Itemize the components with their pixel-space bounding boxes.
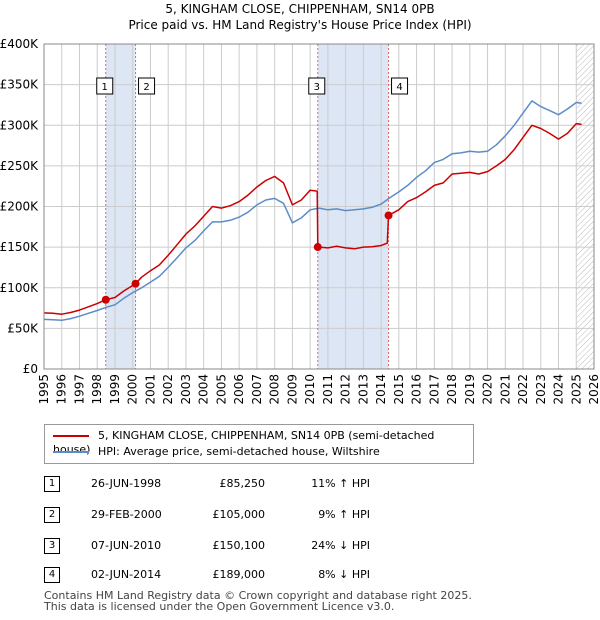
x-tick-label: 2011 (321, 374, 335, 405)
x-tick-label: 1999 (108, 374, 122, 405)
sale-label-number: 2 (143, 82, 149, 93)
sale-point (131, 279, 140, 288)
x-tick-label: 2025 (569, 374, 583, 405)
price-chart: 1 2 3 4 £0 £50K £100K £150K £200K £250K £300K £350K… (0, 37, 600, 405)
transaction-date: 02-JUN-2014 (91, 568, 162, 581)
sale-label-rect (138, 77, 156, 95)
transaction-date: 26-JUN-1998 (91, 477, 162, 490)
y-tick-label: £400K (0, 37, 39, 51)
x-tick-label: 2012 (339, 374, 353, 405)
x-tick-label: 2023 (534, 374, 548, 405)
x-tick-label: 2007 (250, 374, 264, 405)
sale-label-number: 3 (314, 82, 320, 93)
sale-label-box: 2 (138, 77, 156, 95)
footer-licence: This data is licensed under the Open Gov… (44, 600, 395, 613)
legend-swatch-property (53, 435, 89, 437)
transaction-date: 07-JUN-2010 (91, 539, 162, 552)
transaction-price: £189,000 (212, 568, 266, 581)
y-tick-label: £100K (0, 281, 39, 295)
x-tick-label: 2015 (392, 374, 406, 405)
transaction-number-badge: 4 (44, 567, 60, 583)
sale-label-box: 1 (96, 77, 114, 95)
chart-subtitle: Price paid vs. HM Land Registry's House … (128, 18, 472, 32)
transaction-hpi-diff: 11% ↑ HPI (311, 477, 370, 490)
x-tick-label: 2004 (197, 374, 211, 405)
transaction-price: £85,250 (219, 477, 266, 490)
transaction-row: 1 26-JUN-1998 £85,250 11% ↑ HPI (0, 476, 600, 492)
chart-title: 5, KINGHAM CLOSE, CHIPPENHAM, SN14 0PB (165, 2, 435, 16)
x-tick-label: 2009 (285, 374, 299, 405)
x-tick-label: 2020 (481, 374, 495, 405)
transaction-row: 4 02-JUN-2014 £189,000 8% ↓ HPI (0, 567, 600, 583)
transaction-number-badge: 2 (44, 507, 60, 523)
x-tick-label: 2000 (126, 374, 140, 405)
x-tick-label: 2026 (587, 374, 600, 405)
legend-item-property: 5, KINGHAM CLOSE, CHIPPENHAM, SN14 0PB (… (53, 429, 473, 456)
sale-label-number: 1 (102, 82, 108, 93)
sale-label-number: 4 (396, 82, 402, 93)
y-tick-label: £50K (7, 321, 39, 335)
x-tick-label: 2001 (143, 374, 157, 405)
sale-label-rect (391, 77, 409, 95)
sale-label-rect (308, 77, 326, 95)
x-tick-label: 2018 (445, 374, 459, 405)
y-tick-label: £200K (0, 200, 39, 214)
x-tick-label: 2014 (374, 374, 388, 405)
transaction-price: £105,000 (212, 508, 266, 521)
x-tick-label: 2003 (179, 374, 193, 405)
sale-point (313, 243, 322, 252)
x-tick-label: 1998 (90, 374, 104, 405)
x-tick-label: 2006 (232, 374, 246, 405)
y-tick-label: £350K (0, 78, 39, 92)
y-tick-label: £250K (0, 159, 39, 173)
x-tick-label: 1996 (55, 374, 69, 405)
x-tick-label: 2021 (498, 374, 512, 405)
transaction-row: 3 07-JUN-2010 £150,100 24% ↓ HPI (0, 538, 600, 554)
x-tick-label: 1995 (37, 374, 51, 405)
series-line-hpi (43, 100, 582, 322)
x-tick-label: 2019 (463, 374, 477, 405)
x-tick-label: 1997 (72, 374, 86, 405)
transaction-date: 29-FEB-2000 (91, 508, 162, 521)
x-tick-label: 2016 (410, 374, 424, 405)
sale-point (384, 211, 393, 220)
transaction-price: £150,100 (212, 539, 266, 552)
x-tick-label: 2008 (268, 374, 282, 405)
sale-label-rect (96, 77, 114, 95)
y-tick-label: £300K (0, 118, 39, 132)
transaction-number-badge: 3 (44, 538, 60, 554)
series-line-property (43, 122, 582, 315)
footer-copyright: Contains HM Land Registry data © Crown c… (44, 589, 472, 602)
sale-point (101, 295, 110, 304)
x-tick-label: 2010 (303, 374, 317, 405)
transaction-hpi-diff: 9% ↑ HPI (318, 508, 370, 521)
sale-label-box: 4 (391, 77, 409, 95)
sale-label-box: 3 (308, 77, 326, 95)
chart-legend: 5, KINGHAM CLOSE, CHIPPENHAM, SN14 0PB (… (44, 424, 474, 464)
transaction-number-badge: 1 (44, 476, 60, 492)
legend-label-hpi: HPI: Average price, semi-detached house,… (98, 445, 380, 458)
y-tick-label: £150K (0, 240, 39, 254)
legend-swatch-hpi (53, 451, 89, 453)
x-tick-label: 2017 (427, 374, 441, 405)
transaction-row: 2 29-FEB-2000 £105,000 9% ↑ HPI (0, 507, 600, 523)
transaction-hpi-diff: 24% ↓ HPI (311, 539, 370, 552)
plot-frame (43, 43, 595, 370)
x-tick-label: 2022 (516, 374, 530, 405)
x-tick-label: 2024 (552, 374, 566, 405)
x-tick-label: 2005 (214, 374, 228, 405)
y-tick-label: £0 (23, 362, 38, 376)
legend-item-hpi: HPI: Average price, semi-detached house,… (53, 445, 380, 459)
x-tick-label: 2013 (356, 374, 370, 405)
x-tick-label: 2002 (161, 374, 175, 405)
transaction-hpi-diff: 8% ↓ HPI (318, 568, 370, 581)
